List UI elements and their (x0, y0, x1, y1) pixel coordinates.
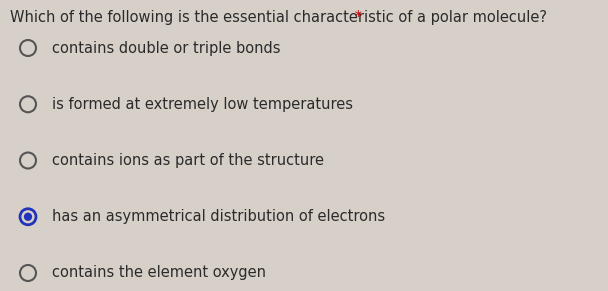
Text: Which of the following is the essential characteristic of a polar molecule? *: Which of the following is the essential … (10, 10, 559, 25)
Circle shape (24, 213, 32, 221)
Text: contains double or triple bonds: contains double or triple bonds (52, 40, 280, 56)
Text: Which of the following is the essential characteristic of a polar molecule?: Which of the following is the essential … (10, 10, 547, 25)
Text: is formed at extremely low temperatures: is formed at extremely low temperatures (52, 97, 353, 112)
Text: *: * (350, 10, 362, 25)
Text: contains the element oxygen: contains the element oxygen (52, 265, 266, 281)
Text: has an asymmetrical distribution of electrons: has an asymmetrical distribution of elec… (52, 209, 385, 224)
Text: contains ions as part of the structure: contains ions as part of the structure (52, 153, 324, 168)
